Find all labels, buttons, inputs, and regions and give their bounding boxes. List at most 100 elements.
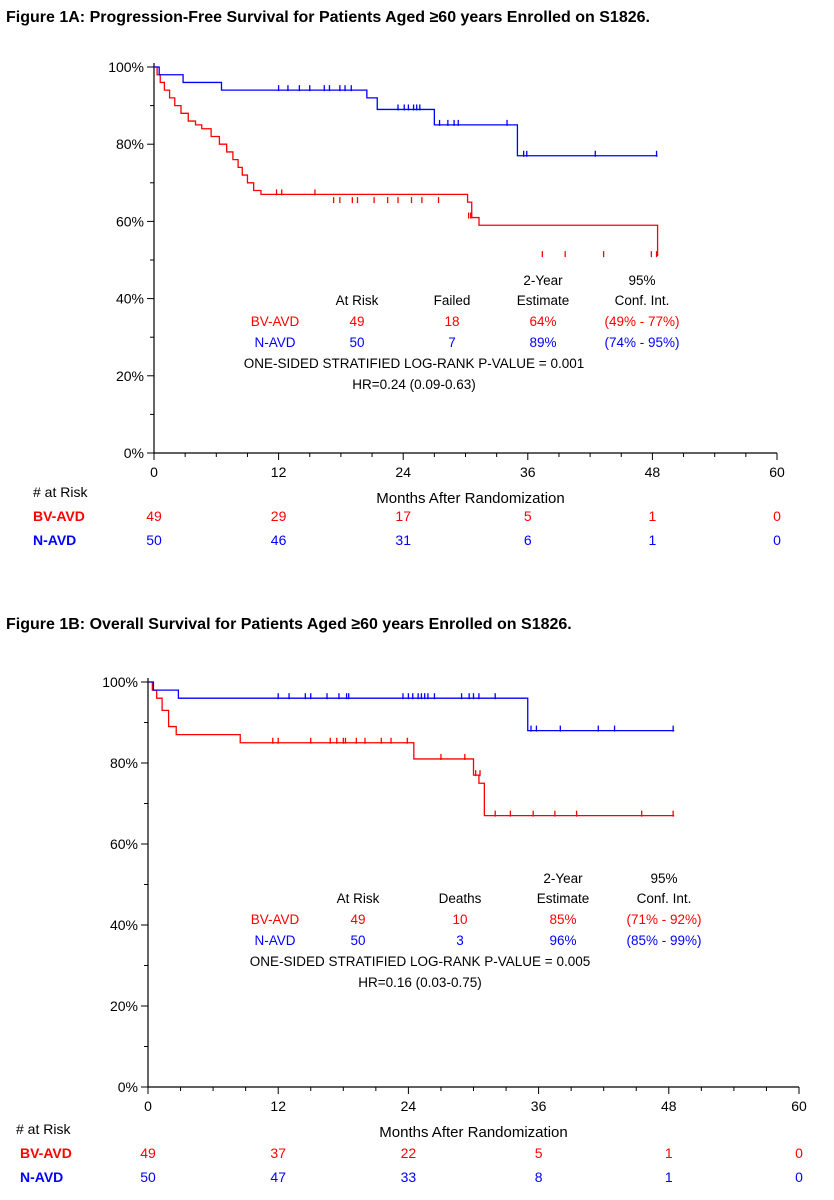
at-risk-value: 49 (140, 1145, 156, 1161)
at-risk-value: 0 (773, 508, 781, 524)
at-risk-value: 5 (524, 508, 532, 524)
y-tick-label: 100% (102, 674, 138, 690)
table-cell: 50 (349, 335, 364, 350)
at-risk-value: 1 (665, 1169, 673, 1185)
table-cell: 3 (456, 933, 464, 948)
series-line-bv-avd (148, 681, 675, 817)
table-header: At Risk (336, 293, 379, 308)
at-risk-value: 50 (140, 1169, 156, 1185)
at-risk-row-name: BV-AVD (20, 1145, 72, 1161)
table-header: 95% (650, 871, 677, 886)
table-cell: 64% (529, 314, 556, 329)
y-tick-label: 80% (110, 755, 138, 771)
y-tick-label: 20% (110, 998, 138, 1014)
x-tick-label: 12 (270, 1098, 286, 1114)
hazard-ratio-text: HR=0.24 (0.09-0.63) (352, 377, 475, 392)
at-risk-value: 1 (665, 1145, 673, 1161)
at-risk-value: 22 (401, 1145, 417, 1161)
table-cell: 50 (350, 933, 365, 948)
table-row-name: BV-AVD (251, 314, 300, 329)
table-cell: 18 (444, 314, 459, 329)
table-header: Conf. Int. (637, 891, 692, 906)
table-header: Estimate (517, 293, 570, 308)
at-risk-value: 31 (395, 532, 411, 548)
x-tick-label: 48 (645, 464, 661, 480)
y-tick-label: 100% (108, 59, 144, 75)
at-risk-value: 8 (535, 1169, 543, 1185)
x-tick-label: 24 (395, 464, 411, 480)
at-risk-value: 29 (271, 508, 287, 524)
pvalue-text: ONE-SIDED STRATIFIED LOG-RANK P-VALUE = … (250, 954, 590, 969)
at-risk-value: 5 (535, 1145, 543, 1161)
y-tick-label: 60% (110, 836, 138, 852)
figure-1a-title: Figure 1A: Progression-Free Survival for… (6, 9, 650, 26)
table-cell: 89% (529, 335, 556, 350)
table-cell: (74% - 95%) (604, 335, 679, 350)
y-tick-label: 20% (116, 368, 144, 384)
pvalue-text: ONE-SIDED STRATIFIED LOG-RANK P-VALUE = … (244, 356, 584, 371)
table-row-name: N-AVD (254, 335, 295, 350)
y-tick-label: 60% (116, 213, 144, 229)
x-tick-label: 60 (791, 1098, 807, 1114)
x-tick-label: 36 (531, 1098, 547, 1114)
x-tick-label: 24 (401, 1098, 417, 1114)
y-tick-label: 40% (116, 291, 144, 307)
at-risk-value: 17 (395, 508, 411, 524)
series-line-n-avd (154, 66, 658, 157)
at-risk-row-name: N-AVD (20, 1169, 63, 1185)
at-risk-value: 0 (795, 1145, 803, 1161)
at-risk-value: 37 (270, 1145, 286, 1161)
table-header: 2-Year (523, 273, 563, 288)
series-line-bv-avd (154, 66, 659, 257)
table-row-name: N-AVD (254, 933, 295, 948)
table-header: Failed (434, 293, 471, 308)
x-axis-label: Months After Randomization (376, 490, 564, 507)
at-risk-value: 1 (649, 532, 657, 548)
at-risk-value: 6 (524, 532, 532, 548)
at-risk-value: 33 (401, 1169, 417, 1185)
at-risk-value: 1 (649, 508, 657, 524)
x-tick-label: 48 (661, 1098, 677, 1114)
table-header: 95% (628, 273, 655, 288)
table-cell: (85% - 99%) (626, 933, 701, 948)
at-risk-value: 0 (795, 1169, 803, 1185)
table-row-name: BV-AVD (251, 912, 300, 927)
table-header: Deaths (439, 891, 482, 906)
table-cell: (71% - 92%) (626, 912, 701, 927)
figure-1b-title: Figure 1B: Overall Survival for Patients… (6, 616, 572, 633)
at-risk-value: 0 (773, 532, 781, 548)
at-risk-value: 49 (146, 508, 162, 524)
at-risk-value: 47 (270, 1169, 286, 1185)
table-cell: 96% (549, 933, 576, 948)
hazard-ratio-text: HR=0.16 (0.03-0.75) (358, 975, 481, 990)
table-header: 2-Year (543, 871, 583, 886)
y-tick-label: 0% (118, 1079, 138, 1095)
x-tick-label: 60 (769, 464, 785, 480)
at-risk-value: 50 (146, 532, 162, 548)
x-tick-label: 0 (144, 1098, 152, 1114)
table-cell: 85% (549, 912, 576, 927)
table-header: Estimate (537, 891, 590, 906)
y-tick-label: 80% (116, 136, 144, 152)
figure-1b-chart: 0% 20% 40% 60% 80% 100% 0 12 24 36 48 60 Months Afte… (16, 674, 807, 1185)
table-cell: (49% - 77%) (604, 314, 679, 329)
table-cell: 49 (349, 314, 364, 329)
table-cell: 49 (350, 912, 365, 927)
x-tick-label: 0 (150, 464, 158, 480)
table-header: At Risk (337, 891, 380, 906)
table-cell: 10 (452, 912, 467, 927)
at-risk-row-name: BV-AVD (33, 508, 85, 524)
at-risk-value: 46 (271, 532, 287, 548)
y-tick-label: 40% (110, 917, 138, 933)
x-axis-label: Months After Randomization (379, 1124, 567, 1141)
series-line-n-avd (148, 681, 675, 732)
table-cell: 7 (448, 335, 456, 350)
x-tick-label: 12 (271, 464, 287, 480)
x-tick-label: 36 (520, 464, 536, 480)
at-risk-row-name: N-AVD (33, 532, 76, 548)
table-header: Conf. Int. (615, 293, 670, 308)
at-risk-label: # at Risk (33, 484, 88, 500)
at-risk-label: # at Risk (16, 1121, 71, 1137)
y-tick-label: 0% (124, 445, 144, 461)
